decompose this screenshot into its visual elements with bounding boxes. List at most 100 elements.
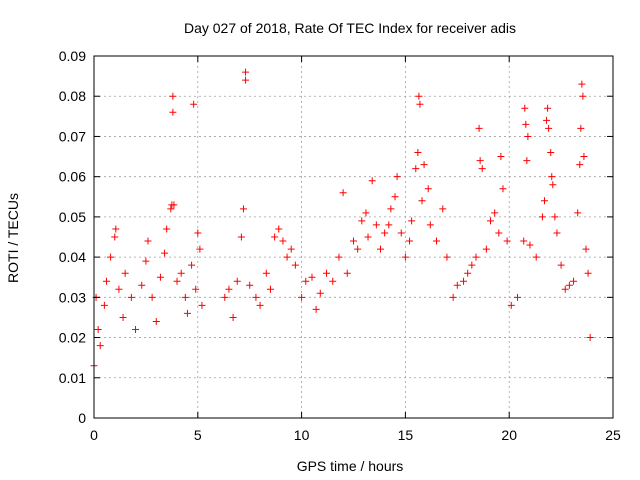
- data-point: [323, 269, 331, 277]
- data-point: [169, 108, 177, 116]
- plot-area-border: [93, 55, 614, 419]
- data-point: [350, 237, 357, 245]
- data-point: [242, 68, 250, 76]
- data-point: [538, 213, 546, 221]
- data-point: [424, 185, 432, 193]
- data-point: [287, 245, 295, 253]
- data-point: [570, 277, 578, 285]
- data-point: [565, 281, 573, 289]
- data-point: [339, 189, 347, 197]
- data-point: [472, 253, 480, 261]
- data-point: [198, 301, 206, 309]
- data-point: [152, 317, 160, 325]
- data-point: [439, 205, 447, 213]
- data-point: [416, 100, 424, 108]
- data-point: [132, 326, 140, 334]
- data-point: [163, 225, 171, 233]
- data-point: [316, 289, 324, 297]
- data-point: [426, 221, 434, 229]
- y-axis-label: ROTI / TECUs: [5, 193, 21, 283]
- data-point: [495, 229, 503, 237]
- data-point: [156, 273, 164, 281]
- data-point: [170, 201, 178, 209]
- data-point: [142, 257, 150, 265]
- data-point: [188, 261, 196, 269]
- data-point: [475, 124, 483, 132]
- data-point: [574, 209, 582, 217]
- data-point: [524, 132, 532, 140]
- data-point: [177, 269, 185, 277]
- data-point: [393, 173, 401, 181]
- data-point: [478, 165, 486, 173]
- data-point: [520, 237, 528, 245]
- data-point: [586, 334, 594, 342]
- data-point: [169, 92, 177, 100]
- data-point: [183, 309, 191, 317]
- y-tick-label: 0.03: [59, 289, 86, 305]
- data-point: [138, 281, 146, 289]
- data-point: [376, 245, 384, 253]
- chart-title: Day 027 of 2018, Rate Of TEC Index for r…: [184, 20, 516, 36]
- data-point: [532, 253, 540, 261]
- data-point: [482, 245, 490, 253]
- x-tick-label: 10: [294, 427, 310, 443]
- data-point: [521, 104, 529, 112]
- data-points: [90, 68, 594, 370]
- data-point: [576, 161, 584, 169]
- data-point: [266, 285, 274, 293]
- data-point: [275, 225, 283, 233]
- y-tick-label: 0.06: [59, 169, 86, 185]
- data-point: [547, 149, 555, 157]
- data-point: [252, 293, 260, 301]
- data-point: [487, 217, 495, 225]
- x-tick-label: 5: [194, 427, 202, 443]
- data-point: [580, 153, 588, 161]
- data-point: [453, 281, 461, 289]
- data-point: [420, 161, 428, 169]
- y-tick-label: 0.01: [59, 370, 86, 386]
- data-point: [94, 326, 102, 334]
- data-point: [111, 233, 119, 241]
- y-tick-label: 0.07: [59, 128, 86, 144]
- data-point: [343, 269, 351, 277]
- data-point: [161, 249, 169, 257]
- data-point: [196, 245, 204, 253]
- data-point: [443, 253, 451, 261]
- axis-ticks: 0 0.01 0.02 0.03 0.04 0.05 0.06 0.07 0.08 0.09 0 5 1…: [59, 48, 621, 443]
- data-point: [476, 157, 484, 165]
- data-point: [192, 285, 200, 293]
- data-point: [491, 209, 499, 217]
- data-point: [522, 120, 530, 128]
- data-point: [144, 237, 152, 245]
- data-point: [256, 301, 264, 309]
- data-point: [279, 237, 287, 245]
- data-point: [112, 225, 120, 233]
- data-point: [298, 293, 306, 301]
- data-point: [460, 277, 468, 285]
- data-point: [561, 285, 569, 293]
- data-point: [225, 285, 233, 293]
- data-point: [401, 253, 409, 261]
- data-point: [96, 342, 104, 350]
- data-point: [246, 281, 254, 289]
- grid-lines: [94, 56, 613, 418]
- data-point: [381, 229, 389, 237]
- data-point: [397, 229, 405, 237]
- y-tick-label: 0.05: [59, 209, 86, 225]
- y-tick-label: 0.04: [59, 249, 86, 265]
- data-point: [582, 245, 590, 253]
- x-tick-label: 15: [398, 427, 414, 443]
- data-point: [545, 124, 553, 132]
- data-point: [354, 245, 362, 253]
- x-tick-label: 25: [605, 427, 621, 443]
- data-point: [408, 217, 416, 225]
- data-point: [557, 261, 565, 269]
- data-point: [291, 261, 299, 269]
- y-tick-label: 0: [78, 410, 86, 426]
- data-point: [544, 104, 552, 112]
- data-point: [468, 261, 476, 269]
- data-point: [308, 273, 316, 281]
- data-point: [549, 181, 557, 189]
- data-point: [148, 293, 156, 301]
